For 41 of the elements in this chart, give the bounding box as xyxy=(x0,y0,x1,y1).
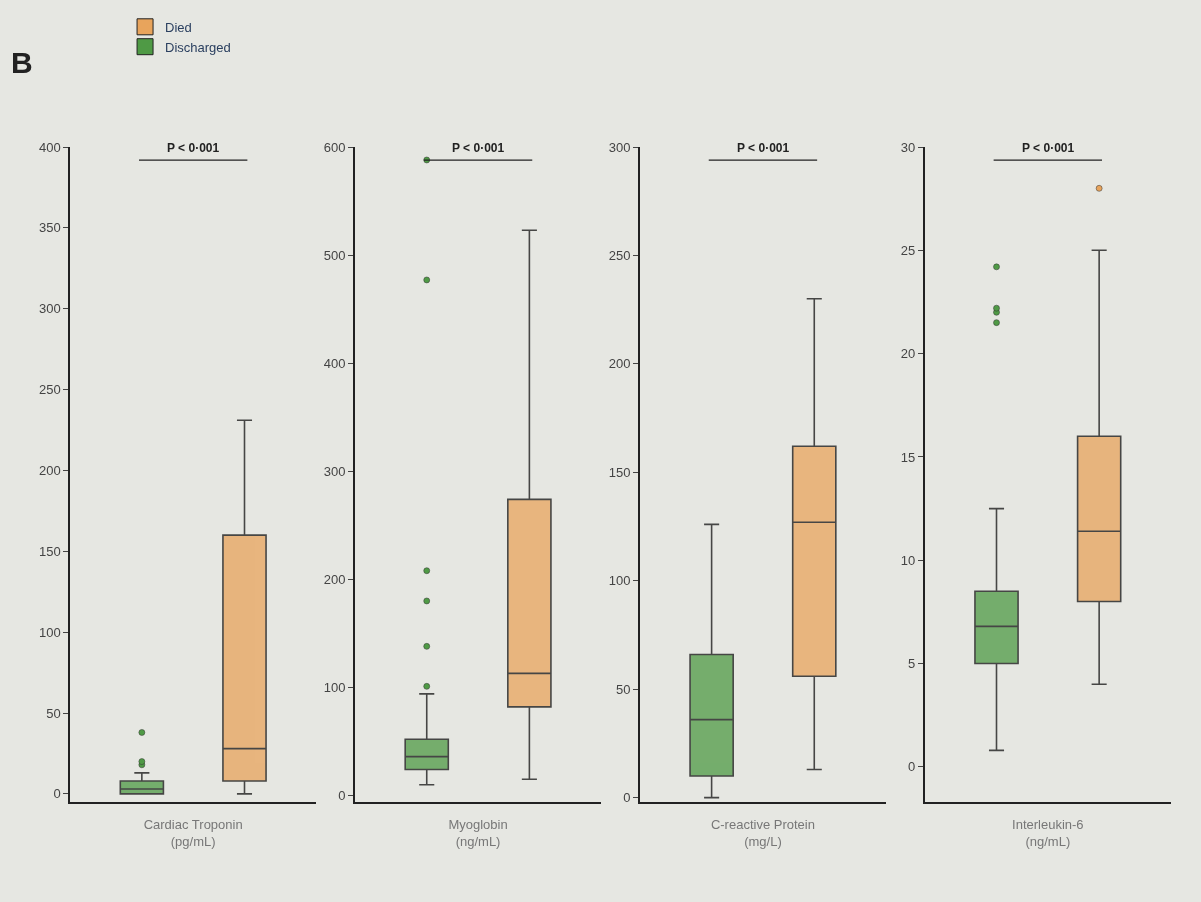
y-tick-label: 50 xyxy=(615,681,631,697)
y-tick-label: 350 xyxy=(38,220,61,236)
y-tick-label: 100 xyxy=(38,624,61,640)
y-tick-label: 0 xyxy=(623,790,631,806)
legend-label: Died xyxy=(165,19,192,35)
y-tick-label: 400 xyxy=(38,139,61,155)
y-tick-label: 10 xyxy=(900,552,916,568)
y-tick-label: 20 xyxy=(900,346,916,362)
x-axis-title: C-reactive Protein (mg/L) xyxy=(710,817,815,850)
y-tick-label: 100 xyxy=(323,679,346,695)
y-tick-label: 250 xyxy=(608,247,631,263)
annotation: P < 0·001 xyxy=(737,141,790,155)
y-tick-label: 600 xyxy=(323,139,346,155)
legend-label: Discharged xyxy=(165,39,231,55)
y-tick-label: 0 xyxy=(908,759,916,775)
y-tick-label: 50 xyxy=(46,705,61,721)
y-tick-label: 150 xyxy=(608,464,631,480)
y-tick-label: 300 xyxy=(323,463,346,479)
y-tick-label: 300 xyxy=(608,139,631,155)
y-tick-label: 500 xyxy=(323,247,346,263)
chart-title: B xyxy=(11,46,33,79)
y-tick-label: 150 xyxy=(38,543,61,559)
y-tick-label: 30 xyxy=(900,139,916,155)
y-tick-label: 200 xyxy=(608,356,631,372)
y-tick-label: 250 xyxy=(38,382,61,398)
annotation: P < 0·001 xyxy=(452,141,505,155)
x-axis-title: Interleukin-6 (ng/mL) xyxy=(1012,817,1084,850)
y-tick-label: 300 xyxy=(38,301,61,317)
y-tick-label: 200 xyxy=(323,571,346,587)
y-tick-label: 25 xyxy=(900,242,916,258)
y-tick-label: 100 xyxy=(608,573,631,589)
y-tick-label: 0 xyxy=(338,788,346,804)
y-tick-label: 15 xyxy=(900,449,916,465)
y-tick-label: 400 xyxy=(323,355,346,371)
annotation: P < 0·001 xyxy=(167,141,220,155)
x-axis-title: Cardiac Troponin (pg/mL) xyxy=(143,817,243,850)
x-axis-title: Myoglobin (ng/mL) xyxy=(448,817,508,850)
y-tick-label: 200 xyxy=(38,463,61,479)
y-tick-label: 0 xyxy=(53,786,61,802)
annotation: P < 0·001 xyxy=(1022,141,1075,155)
y-tick-label: 5 xyxy=(908,656,916,672)
